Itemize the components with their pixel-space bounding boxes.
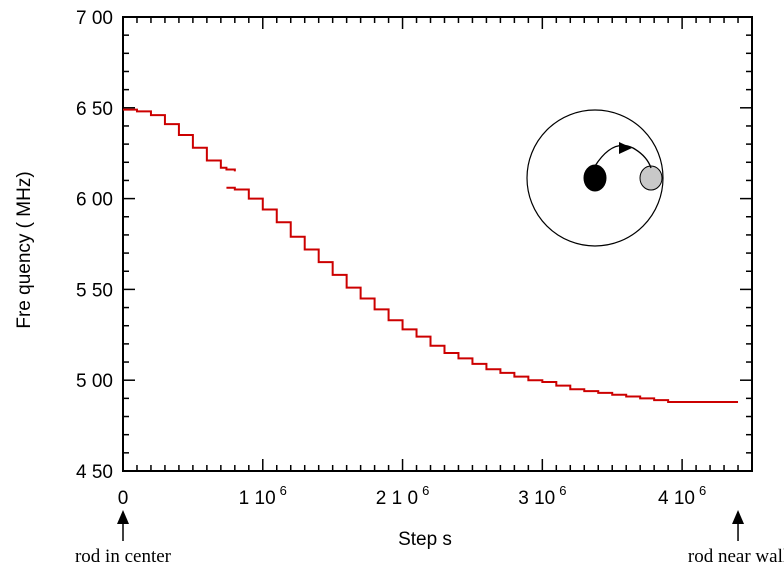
plot-frame bbox=[122, 16, 753, 472]
annotations: rod in center rod near wall bbox=[75, 510, 784, 567]
x-tick-label: 3 10 6 bbox=[518, 483, 566, 509]
rod-near-wall-label: rod near wall bbox=[688, 546, 784, 567]
frequency-series-line bbox=[123, 108, 236, 172]
rod-path-arc bbox=[594, 144, 652, 169]
wall-rod-dot bbox=[639, 165, 663, 191]
x-axis-label: Step s bbox=[398, 529, 452, 550]
frequency-series-line bbox=[226, 186, 739, 403]
center-rod-dot bbox=[583, 164, 607, 192]
x-tick-label: 1 10 6 bbox=[239, 483, 287, 509]
y-tick-label: 4 50 bbox=[76, 462, 113, 483]
rod-near-wall-arrow-head bbox=[732, 510, 745, 524]
rod-path-arrowhead bbox=[619, 142, 632, 154]
data-series bbox=[123, 108, 739, 403]
rod-diagram-inset bbox=[526, 109, 664, 247]
y-tick-label: 7 00 bbox=[76, 8, 113, 29]
rod-in-center-arrow-head bbox=[117, 510, 129, 524]
y-tick-label: 6 00 bbox=[76, 190, 113, 211]
x-tick-label: 0 bbox=[118, 488, 129, 509]
plot-border bbox=[122, 16, 753, 472]
y-axis-label: Fre quency ( MHz) bbox=[14, 171, 35, 328]
x-tick-label: 4 10 6 bbox=[658, 483, 706, 509]
rod-in-center-label: rod in center bbox=[75, 546, 172, 567]
axis-labels: Step s Fre quency ( MHz) bbox=[14, 171, 452, 550]
y-tick-label: 6 50 bbox=[76, 99, 113, 120]
y-tick-label: 5 50 bbox=[76, 280, 113, 301]
y-tick-label: 5 00 bbox=[76, 371, 113, 392]
